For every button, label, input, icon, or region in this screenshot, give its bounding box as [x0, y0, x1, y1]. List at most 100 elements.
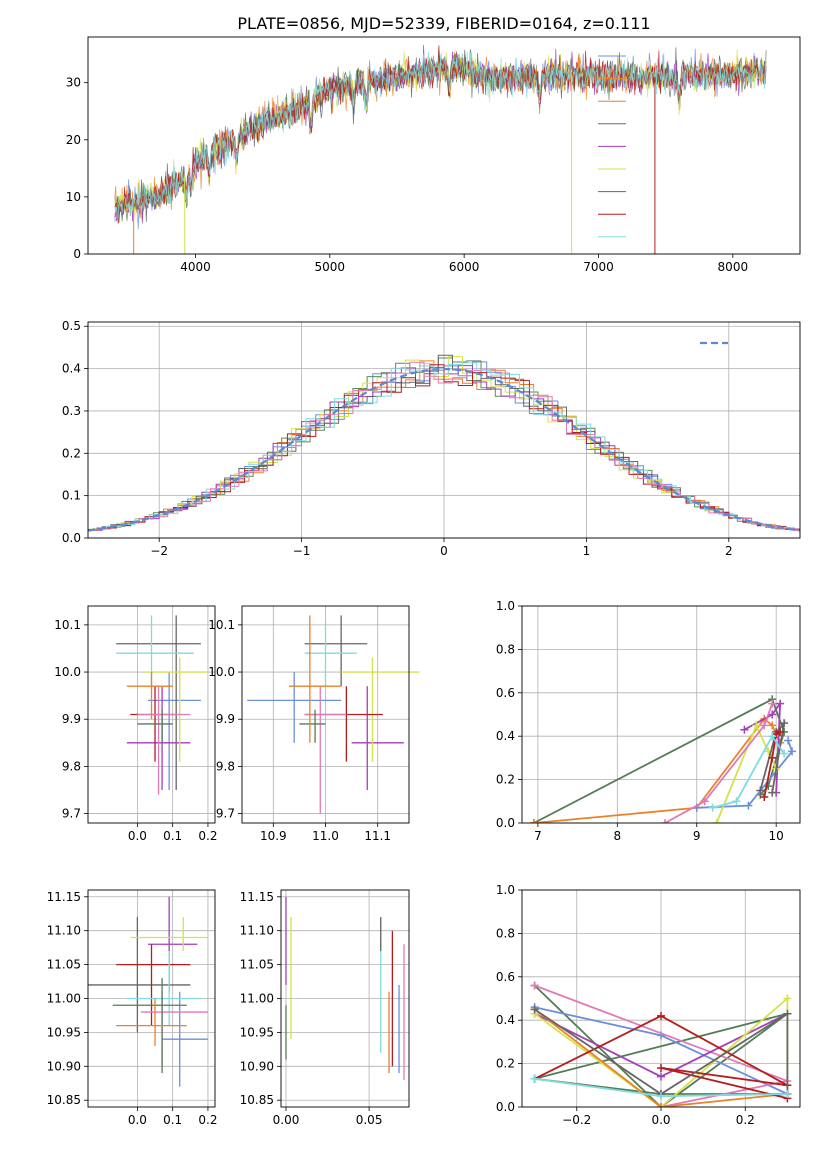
x-tick-label: 4000 [180, 260, 211, 274]
mass-weight-marker [657, 1092, 665, 1101]
y-tick-label: 10.95 [240, 1025, 274, 1039]
axes-frame [87, 605, 216, 824]
x-tick-label: 6000 [449, 260, 480, 274]
axes-frame [87, 889, 216, 1108]
y-tick-label: 9.8 [216, 759, 235, 773]
y-tick-label: 0.0 [62, 531, 81, 545]
plot-area [529, 695, 797, 823]
mass-weight-marker [700, 797, 709, 806]
x-tick-label: 0.1 [163, 1113, 182, 1127]
x-tick-label: 0.05 [356, 1113, 383, 1127]
error-bar-point [144, 657, 208, 762]
panels-layer: 4000 5000 6000 7000 8000 0 10 20 30 −2 −1 0 1 2 0.0 0.1… [47, 36, 801, 1127]
y-tick-label: 11.05 [240, 958, 274, 972]
y-tick-label: 9.9 [62, 712, 81, 726]
x-tick-label: 10 [769, 829, 784, 843]
y-tick-label: 0.2 [496, 773, 515, 787]
figure-title: PLATE=0856, MJD=52339, FIBERID=0164, z=0… [237, 14, 650, 33]
error-bar-point [299, 709, 326, 743]
error-bar-point [88, 917, 191, 1033]
mass-weight-line [763, 731, 781, 798]
normal-curve [88, 367, 800, 532]
mass-weight-line [743, 700, 782, 793]
error-bar-point [130, 917, 208, 952]
x-tick-label: 0.0 [128, 829, 147, 843]
plot-area [88, 896, 208, 1087]
axes-frame [521, 889, 801, 1108]
y-tick-label: 11.15 [47, 890, 81, 904]
mass-weight-marker [657, 1063, 665, 1072]
mass-weight-marker [768, 721, 777, 730]
error-bar-point [126, 951, 201, 1026]
y-tick-label: 10 [66, 190, 81, 204]
y-tick-label: 10.1 [54, 618, 81, 632]
x-tick-label: 11.0 [312, 829, 339, 843]
panel-mass-vs-EBV: 0.00 0.05 10.85 10.90 10.95 11.00 11.05 11.10 11… [240, 889, 410, 1127]
plot-area [114, 44, 767, 254]
y-tick-label: 1.0 [496, 599, 515, 613]
y-tick-label: 0.4 [62, 362, 81, 376]
error-bar-point [304, 620, 357, 687]
mass-weight-marker [776, 727, 785, 736]
mass-weight-marker [780, 749, 789, 758]
mass-weight-marker [660, 819, 669, 823]
y-tick-label: 0.2 [496, 1057, 515, 1071]
mass-weight-marker [768, 699, 777, 708]
y-tick-label: 30 [66, 76, 81, 90]
y-tick-label: 11.15 [240, 890, 274, 904]
y-tick-label: 9.7 [62, 807, 81, 821]
error-bar-point [116, 615, 194, 687]
y-tick-label: 11.05 [47, 958, 81, 972]
mass-weight-marker [744, 801, 753, 810]
mass-weight-marker [657, 1011, 665, 1020]
mass-weight-marker [708, 803, 717, 812]
x-tick-label: 2 [725, 544, 733, 558]
error-bar-point [116, 998, 187, 1046]
mass-weight-marker [752, 721, 761, 730]
mass-weight-marker [768, 788, 777, 797]
y-tick-label: 10.85 [240, 1093, 274, 1107]
y-tick-label: 0.8 [496, 926, 515, 940]
mass-weight-marker [756, 786, 765, 795]
x-tick-label: 0.1 [163, 829, 182, 843]
mass-weight-marker [768, 753, 777, 762]
error-bar-point [288, 615, 342, 743]
mass-weight-marker [530, 1005, 539, 1014]
axes-frame [87, 321, 801, 539]
mass-weight-marker [740, 725, 749, 734]
y-tick-label: 0.3 [62, 404, 81, 418]
panel-mass-weight-vs-age: 7 8 9 10 0.0 0.2 0.4 0.6 0.8 1.0 [496, 599, 801, 843]
mass-weight-line [533, 717, 781, 823]
mass-weight-line [664, 703, 774, 823]
y-tick-label: 10.85 [47, 1093, 81, 1107]
y-tick-label: 0.8 [496, 642, 515, 656]
x-tick-label: 0.0 [128, 1113, 147, 1127]
mass-weight-marker [783, 1089, 792, 1098]
x-tick-label: 0 [440, 544, 448, 558]
mass-weight-marker [732, 797, 741, 806]
x-tick-label: 8000 [718, 260, 749, 274]
y-tick-label: 0.5 [62, 319, 81, 333]
panel-age-vs-Z: 0.0 0.1 0.2 9.7 9.8 9.9 10.0 10.1 [54, 605, 217, 843]
y-tick-label: 0.4 [496, 1013, 515, 1027]
error-bar-point [126, 672, 173, 720]
mass-weight-line [534, 1008, 788, 1107]
y-tick-label: 9.8 [62, 759, 81, 773]
y-tick-label: 10.1 [208, 618, 235, 632]
x-tick-label: −1 [293, 544, 311, 558]
y-tick-label: 9.7 [216, 807, 235, 821]
mass-weight-marker [657, 1103, 665, 1107]
x-tick-label: 11.1 [364, 829, 391, 843]
y-tick-label: 0.2 [62, 446, 81, 460]
plot-area [530, 981, 792, 1107]
y-tick-label: 0.4 [496, 729, 515, 743]
y-tick-label: 0.6 [496, 686, 515, 700]
y-tick-label: 0.0 [496, 816, 515, 830]
mass-weight-marker [764, 782, 773, 791]
mass-weight-marker [784, 736, 793, 745]
error-bar-point [116, 615, 201, 790]
error-bar-point [162, 991, 208, 1087]
mass-weight-marker [760, 721, 769, 730]
x-tick-label: 5000 [315, 260, 346, 274]
mass-weight-marker [529, 819, 538, 823]
